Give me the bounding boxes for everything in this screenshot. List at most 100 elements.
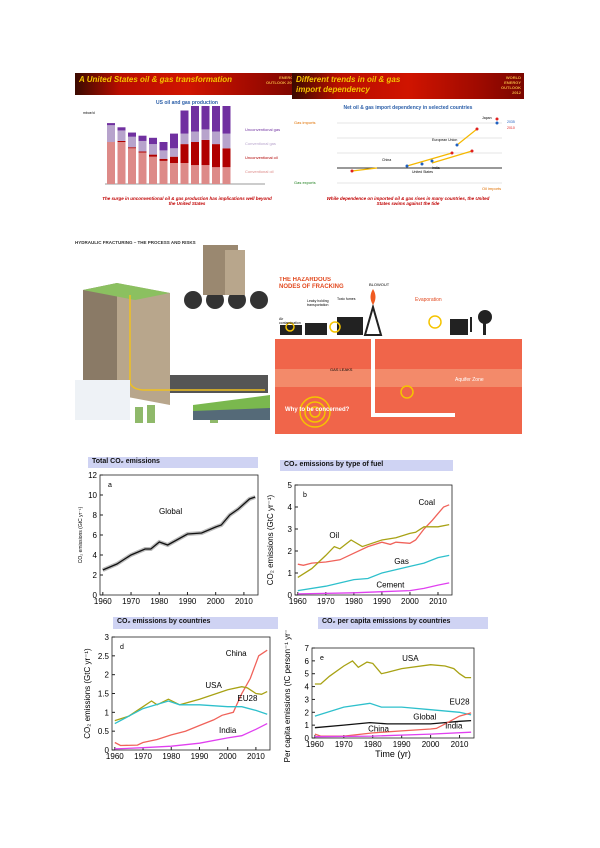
y-tick-label: 4	[288, 503, 293, 512]
bar-segment	[138, 152, 147, 184]
point-2035	[495, 117, 499, 121]
bar-segment	[170, 133, 178, 149]
chart-co2-by-countries: 1960 1970 1980 1990 2000 2010 0 0.5 1 1.5 2 2.5 3 d CO…	[83, 633, 271, 761]
chart-per-capita: 1960 1970 1980 1990 2000 2010 0 1 2 3 4 5 6 7 e Per cap…	[283, 630, 475, 762]
slide-caption: While dependence on imported oil & gas r…	[326, 196, 490, 206]
fracking-title-line1: THE HAZARDOUS	[279, 277, 331, 283]
plot-frame	[99, 474, 259, 596]
country-label: India	[432, 166, 440, 170]
y-tick-label: 0	[288, 591, 293, 600]
chart-a-header: Total CO₂ emissions	[88, 457, 258, 468]
bar-segment	[107, 142, 115, 184]
infographic-title: HYDRAULIC FRACTURING – THE PROCESS AND R…	[75, 240, 196, 245]
y-tick-label: 3	[305, 695, 310, 704]
hazardous-fracking-infographic: THE HAZARDOUS NODES OF FRACKING Air cont…	[275, 277, 522, 434]
x-tick-label: 1990	[191, 752, 209, 761]
bar-segment	[201, 129, 210, 140]
bar-segment	[117, 130, 126, 141]
y-tick-label: 5	[305, 670, 310, 679]
bar-segment	[191, 102, 199, 132]
y-tick-label: 1.5	[98, 690, 110, 699]
y-tick-label: 2.5	[98, 652, 110, 661]
point-2010	[455, 143, 459, 147]
y-tick-label: 6	[305, 657, 310, 666]
y-tick-label: 2	[305, 708, 310, 717]
series-line-eu28	[314, 702, 472, 717]
bar-segment	[149, 154, 157, 157]
chart-title: Net oil & gas import dependency in selec…	[343, 105, 473, 111]
series-label-eu28: EU28	[237, 694, 258, 703]
y-tick-label: 1	[305, 721, 310, 730]
bar-segment	[201, 100, 210, 130]
fracking-title-line2: NODES OF FRACKING	[279, 284, 344, 290]
y-tick-label: 2	[93, 571, 98, 580]
bar-segment	[117, 142, 126, 184]
x-tick-label: 1980	[162, 752, 180, 761]
bar-segment	[128, 148, 136, 184]
bar-segment	[180, 110, 189, 134]
y-bottom-label: Gas exports	[294, 180, 316, 185]
bar-segment	[212, 131, 220, 145]
bar-segment	[128, 136, 136, 148]
x-tick-label: 1960	[289, 597, 307, 606]
plot-frame	[294, 484, 453, 596]
legend-item: Conventional gas	[245, 141, 276, 146]
series-line-global	[102, 496, 256, 571]
bar-segment	[201, 165, 210, 184]
y-axis-label: Per capita emissions (tC person⁻¹ yr⁻¹)	[283, 630, 292, 762]
bar-segment	[107, 123, 115, 126]
series-label-oil: Oil	[329, 531, 339, 540]
country-label: China	[382, 158, 391, 162]
chart-title: US oil and gas production	[156, 100, 218, 106]
legend-item: Conventional oil	[245, 169, 274, 174]
y-tick-label: 0	[105, 746, 110, 755]
country-label: Japan	[482, 116, 492, 120]
slide-title: A United States oil & gas transformation	[79, 75, 233, 84]
bar-segment	[212, 144, 220, 168]
x-tick-label: 1970	[122, 597, 140, 606]
point-2010	[405, 164, 409, 168]
legend-item: Unconventional oil	[245, 155, 278, 160]
x-tick-label: 1990	[393, 740, 411, 749]
legend-item: Unconventional gas	[245, 127, 280, 132]
y-tick-label: 2	[105, 671, 110, 680]
series-line-cement	[297, 582, 450, 595]
legend-item: 2010	[507, 126, 515, 130]
chart-b-header: CO₂ emissions by type of fuel	[280, 460, 453, 471]
y-axis-label: CO₂ emissions (GtC yr⁻¹)	[83, 648, 92, 739]
stacked-bar-chart: Unconventional gas Conventional gas Unconv…	[83, 97, 280, 185]
x-tick-label: 1980	[345, 597, 363, 606]
label-evaporation: Evaporation	[415, 297, 442, 303]
slide-title-line2: import dependency	[296, 85, 370, 94]
series-line-usa	[314, 660, 472, 685]
x-tick-label: 1960	[306, 740, 324, 749]
label-transport: Leaky holding transportation	[307, 299, 329, 307]
panel-letter: b	[303, 492, 307, 499]
point-2035	[475, 127, 479, 131]
legend-item: 2035	[507, 120, 515, 124]
series-label-china: China	[368, 725, 389, 734]
import-scatter-chart: Gas imports Gas exports Oil imports Japan Eu…	[294, 116, 515, 191]
series-label-global: Global	[413, 712, 436, 721]
series-label-eu28: EU28	[450, 698, 471, 707]
fracking-illustration	[275, 289, 522, 434]
infographic-illustration	[75, 240, 270, 423]
point-2035	[470, 149, 474, 153]
bar-segment	[222, 148, 231, 168]
point-2035	[350, 169, 354, 173]
trend-arrow	[431, 150, 473, 164]
x-axis-label: Time (yr)	[375, 749, 411, 759]
y-tick-label: 10	[88, 491, 97, 500]
bar-segment	[222, 133, 231, 149]
x-tick-label: 2000	[219, 752, 237, 761]
y-tick-label: 1	[105, 708, 110, 717]
y-tick-label: 12	[88, 471, 97, 480]
series-line-eu28	[114, 700, 268, 725]
x-tick-label: 1980	[150, 597, 168, 606]
point-2010	[430, 159, 434, 163]
panel-letter: d	[120, 644, 124, 651]
series-label-china: China	[226, 649, 247, 658]
x-right-label: Oil imports	[482, 186, 501, 191]
bar-segment	[191, 142, 199, 166]
chart-e-header: CO₂ per capita emissions by countries	[318, 617, 488, 629]
